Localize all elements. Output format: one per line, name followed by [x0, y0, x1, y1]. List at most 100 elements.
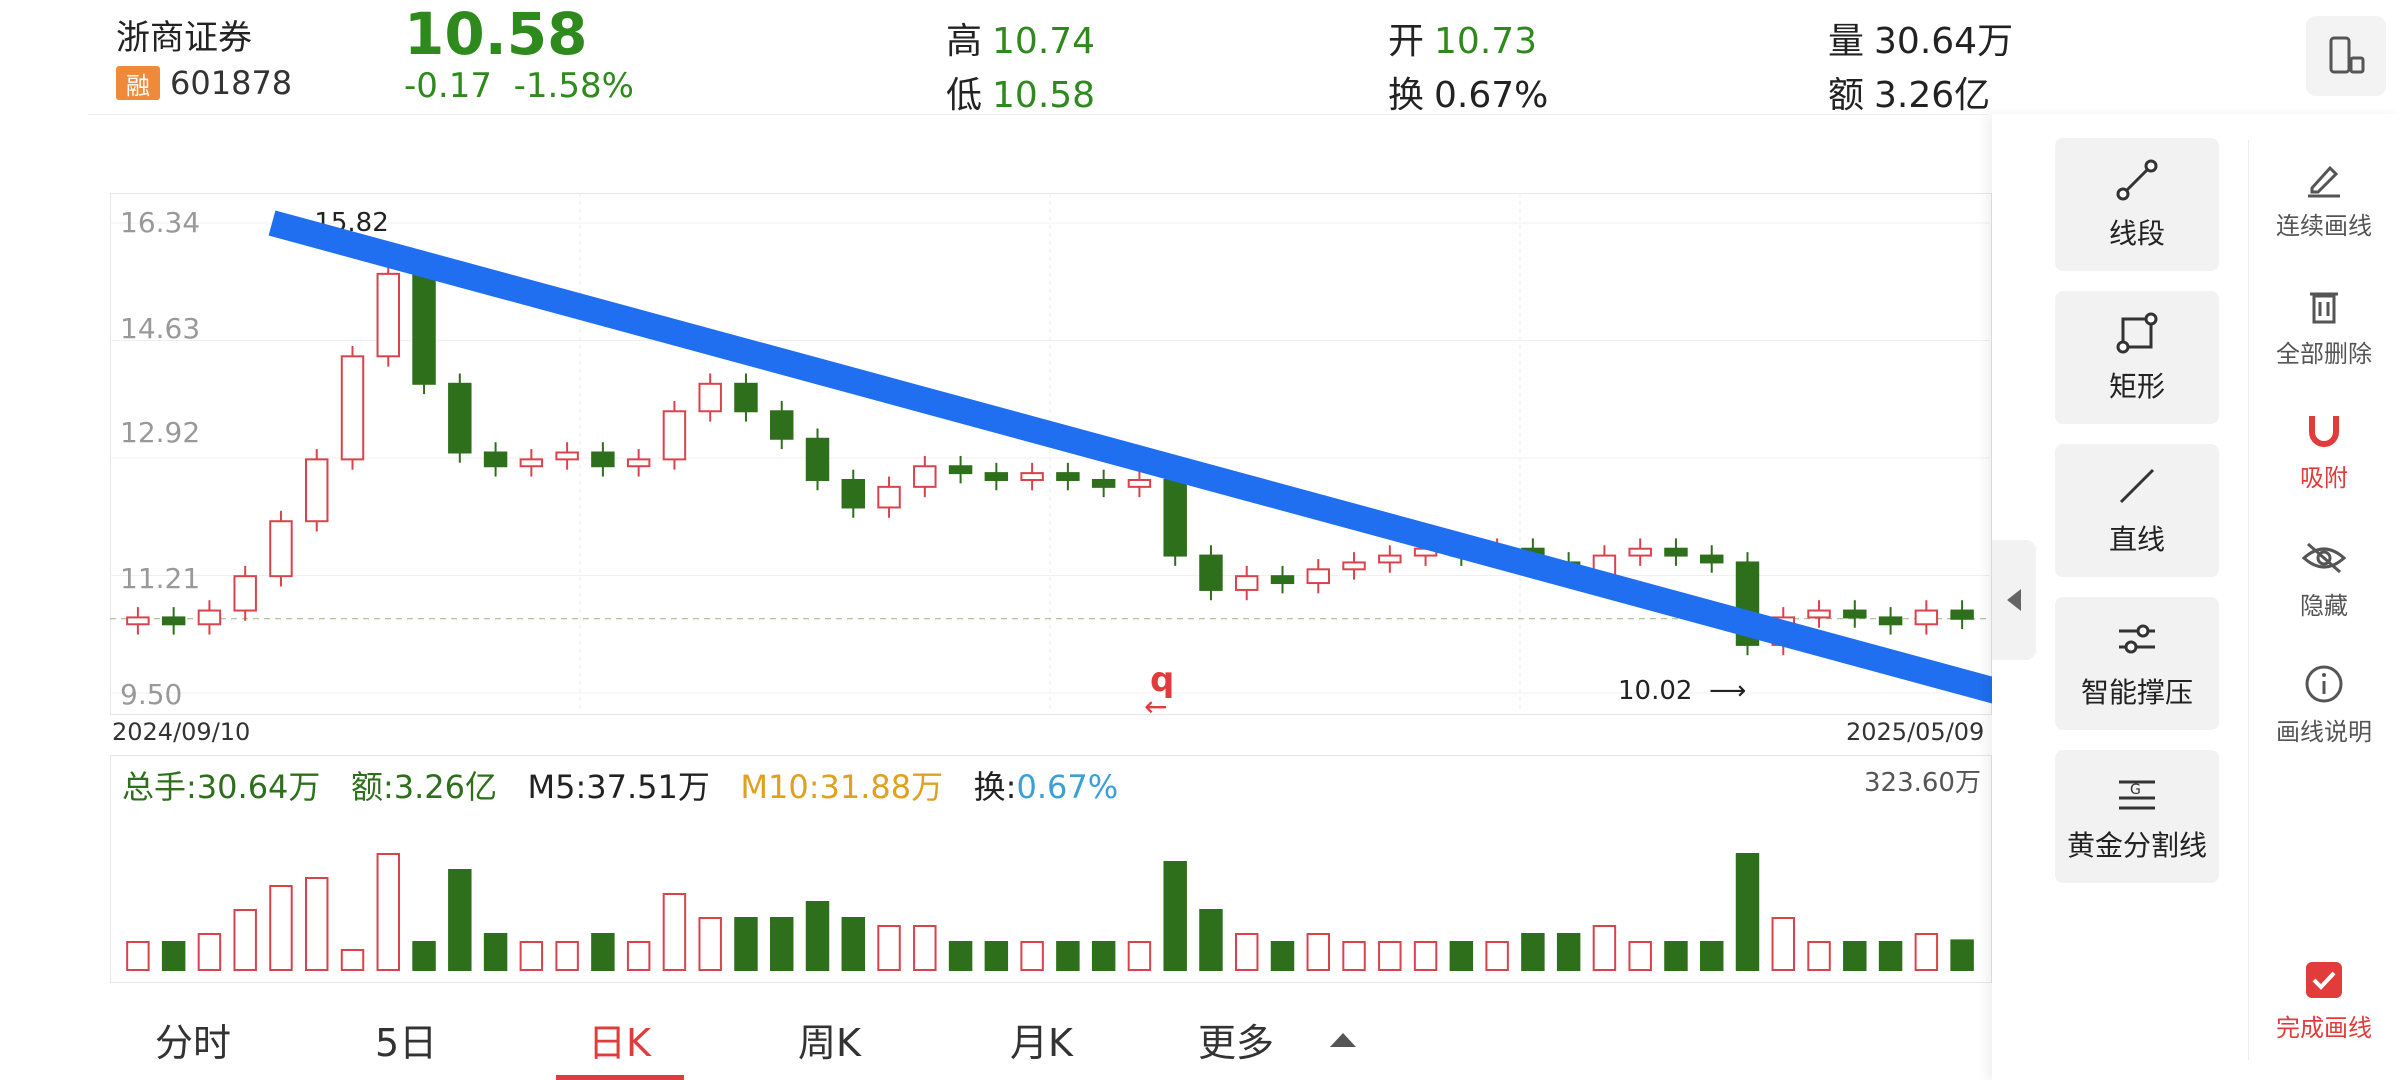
volume-bar — [1091, 941, 1116, 971]
candle-body — [1628, 547, 1652, 557]
magnet-icon — [2309, 416, 2339, 447]
tool-label: 线段 — [2108, 216, 2165, 250]
active-tab-indicator — [556, 1075, 684, 1080]
candle-body — [1914, 609, 1939, 626]
tab-5day[interactable]: 5日 — [375, 1021, 438, 1065]
volume-bar — [1199, 909, 1223, 971]
candle-body — [805, 437, 830, 481]
candle-body — [126, 616, 150, 626]
tab-more[interactable]: 更多 — [1198, 1021, 1275, 1065]
volume-bar — [197, 933, 222, 971]
finish-drawing-button[interactable]: 完成画线 — [2264, 960, 2384, 1043]
volume-chart-frame[interactable] — [110, 755, 1992, 983]
volume-bar — [1771, 917, 1795, 971]
volume-bar — [591, 933, 615, 971]
candle-body — [1556, 561, 1581, 578]
turnover-stat: 换 0.67% — [1388, 75, 1549, 116]
rotate-screen-button[interactable] — [2306, 16, 2386, 96]
support-pressure-icon — [2119, 624, 2155, 653]
tab-daily-k[interactable]: 日K — [588, 1021, 651, 1065]
tab-weekly-k[interactable]: 周K — [798, 1021, 861, 1065]
start-date: 2024/09/10 — [112, 718, 251, 746]
side-label: 吸附 — [2300, 464, 2348, 492]
volume-bar — [662, 893, 687, 971]
candle-body — [1163, 478, 1187, 557]
volume-bar — [1020, 941, 1044, 971]
candle-body — [376, 272, 400, 358]
volume-bar — [126, 941, 150, 971]
side-draw-help[interactable]: 画线说明 — [2264, 664, 2384, 747]
left-arrow-icon: ← — [1144, 690, 1168, 723]
side-label: 画线说明 — [2276, 718, 2372, 746]
side-continuous-draw[interactable]: 连续画线 — [2264, 158, 2384, 241]
candle-body — [519, 458, 544, 468]
candle-body — [340, 355, 365, 461]
volume-chart[interactable] — [110, 755, 1990, 981]
stock-code: 601878 — [170, 64, 293, 102]
candle-body — [448, 382, 472, 454]
amount-stat: 额 3.26亿 — [1828, 75, 1991, 116]
min-price-label: 10.02 ⟶ — [1618, 676, 1747, 706]
candle-body — [626, 458, 651, 468]
y-tick-label: 16.34 — [120, 206, 201, 239]
volume-bar — [305, 877, 329, 971]
y-tick-label: 9.50 — [120, 678, 183, 711]
tool-label: 智能撑压 — [2080, 675, 2193, 709]
side-label: 完成画线 — [2276, 1014, 2372, 1042]
candle-body — [1091, 478, 1116, 488]
volume-bar — [770, 917, 794, 971]
volume-bar — [412, 941, 436, 971]
side-label: 隐藏 — [2300, 592, 2348, 620]
candle-body — [698, 382, 722, 413]
candle-body — [161, 616, 186, 626]
max-price-label: ← 15.82 — [276, 208, 389, 238]
tool-line[interactable]: 直线 — [2055, 444, 2219, 577]
open-stat: 开 10.73 — [1388, 21, 1538, 62]
tool-smart-support[interactable]: 智能撑压 — [2055, 597, 2219, 730]
side-snap[interactable]: 吸附 — [2264, 410, 2384, 493]
segment-icon — [2116, 159, 2158, 200]
tab-intraday[interactable]: 分时 — [155, 1021, 232, 1065]
volume-bar — [1700, 941, 1724, 971]
candle-body — [1843, 609, 1867, 619]
tool-golden-ratio[interactable]: G 黄金分割线 — [2055, 750, 2219, 883]
change-percent: -1.58% — [513, 66, 634, 106]
tool-rectangle[interactable]: 矩形 — [2055, 291, 2219, 424]
candle-body — [877, 485, 901, 509]
volume-bar — [1843, 941, 1867, 971]
candle-body — [1521, 547, 1545, 564]
candle-body — [662, 410, 687, 461]
volume-bar — [233, 909, 257, 971]
candle-body — [1950, 609, 1974, 620]
tool-label: 直线 — [2108, 522, 2165, 556]
tab-monthly-k[interactable]: 月K — [1010, 1021, 1073, 1065]
volume-stat: 量 30.64万 — [1828, 21, 2014, 62]
candle-body — [1235, 575, 1259, 591]
volume-bar — [1235, 933, 1259, 971]
candle-body — [1342, 561, 1366, 571]
candle-body — [1020, 472, 1044, 481]
side-delete-all[interactable]: 全部删除 — [2264, 286, 2384, 369]
volume-bar — [1878, 941, 1903, 971]
volume-bar — [555, 941, 579, 971]
chevron-up-icon[interactable] — [1330, 1033, 1356, 1047]
candle-body — [948, 465, 973, 475]
candle-body — [1664, 547, 1688, 557]
candle-body — [1878, 616, 1903, 626]
volume-bar — [519, 941, 544, 971]
tool-segment[interactable]: 线段 — [2055, 138, 2219, 271]
trash-icon — [2310, 292, 2338, 324]
candle-body — [305, 458, 329, 523]
golden-ratio-icon: G — [2119, 780, 2155, 809]
volume-bar — [1914, 933, 1939, 971]
volume-bar — [1342, 941, 1366, 971]
volume-bar — [1556, 933, 1581, 971]
chevron-left-icon — [2007, 589, 2021, 611]
side-hide[interactable]: 隐藏 — [2264, 538, 2384, 621]
candle-body — [412, 272, 436, 385]
price-change: -0.17 -1.58% — [404, 66, 634, 106]
kline-chart[interactable] — [110, 193, 1990, 713]
candle-body — [269, 520, 293, 578]
volume-bar — [1127, 941, 1152, 971]
collapse-panel-button[interactable] — [1992, 540, 2036, 660]
